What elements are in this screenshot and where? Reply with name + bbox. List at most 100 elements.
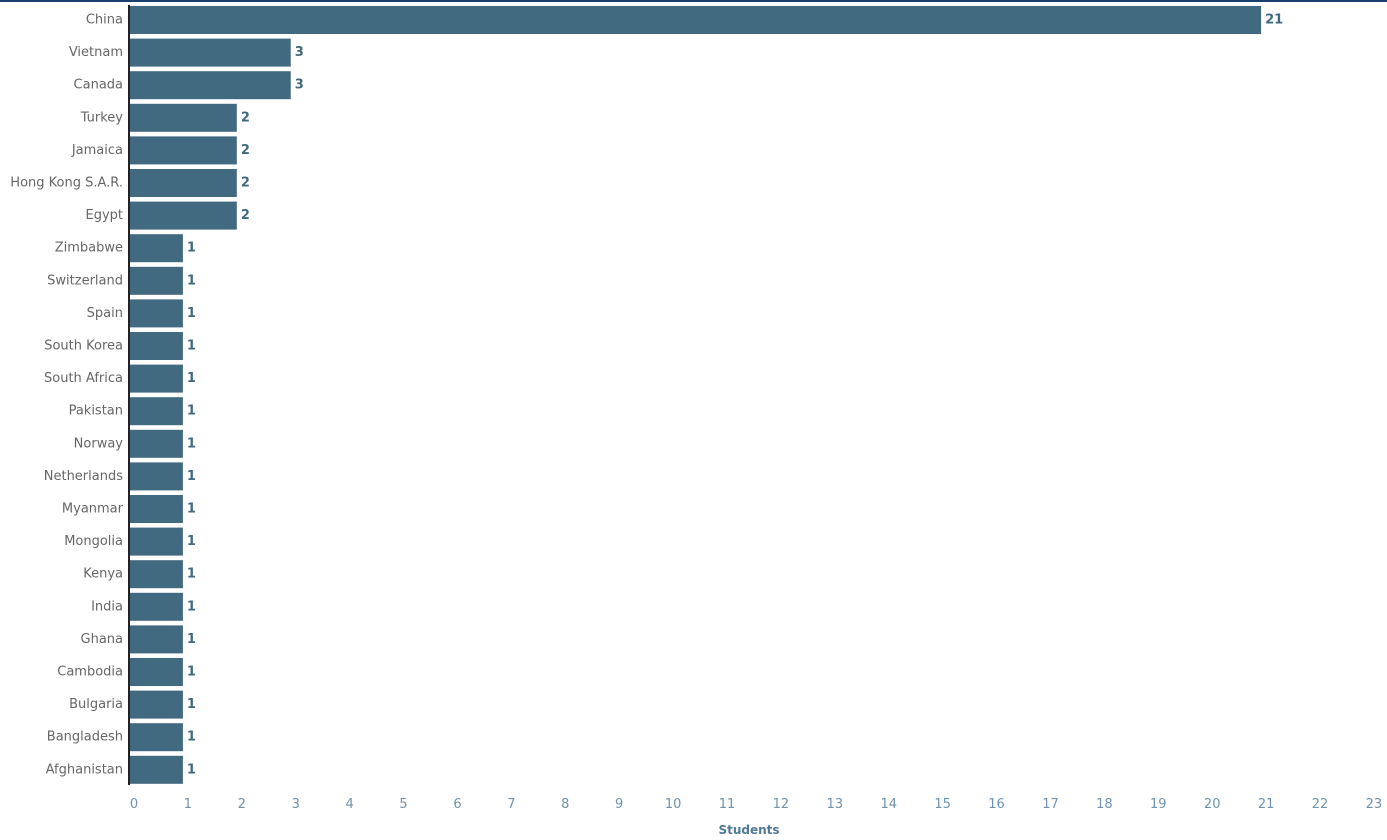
- category-label-pakistan: Pakistan: [69, 404, 123, 419]
- bar-canada: [130, 71, 291, 100]
- category-label-china: China: [86, 13, 123, 28]
- category-label-myanmar: Myanmar: [62, 502, 124, 517]
- x-tick-label-11: 11: [719, 797, 736, 812]
- value-label-vietnam: 3: [295, 45, 304, 60]
- x-tick-label-23: 23: [1366, 797, 1383, 812]
- value-label-hong-kong-s-a-r: 2: [241, 176, 250, 191]
- category-label-mongolia: Mongolia: [64, 534, 123, 549]
- bar-netherlands: [130, 462, 183, 491]
- x-tick-label-22: 22: [1312, 797, 1329, 812]
- bar-vietnam: [130, 38, 291, 67]
- bar-afghanistan: [130, 755, 183, 784]
- x-tick-label-2: 2: [238, 797, 246, 812]
- top-rule: [0, 0, 1387, 2]
- x-tick-label-15: 15: [934, 797, 951, 812]
- x-tick-label-17: 17: [1042, 797, 1059, 812]
- value-label-cambodia: 1: [187, 665, 196, 680]
- category-label-india: India: [91, 599, 123, 614]
- bar-bangladesh: [130, 723, 183, 752]
- category-label-canada: Canada: [74, 78, 123, 93]
- bar-kenya: [130, 560, 183, 589]
- bar-norway: [130, 429, 183, 458]
- value-label-kenya: 1: [187, 567, 196, 582]
- bar-spain: [130, 299, 183, 328]
- x-tick-label-6: 6: [453, 797, 461, 812]
- value-label-canada: 3: [295, 78, 304, 93]
- x-tick-label-0: 0: [130, 797, 138, 812]
- category-label-turkey: Turkey: [80, 110, 124, 125]
- x-tick-label-1: 1: [184, 797, 192, 812]
- value-label-south-africa: 1: [187, 371, 196, 386]
- value-label-jamaica: 2: [241, 143, 250, 158]
- x-tick-label-8: 8: [561, 797, 569, 812]
- category-label-hong-kong-s-a-r: Hong Kong S.A.R.: [10, 176, 123, 191]
- x-tick-label-10: 10: [665, 797, 682, 812]
- x-tick-label-16: 16: [988, 797, 1005, 812]
- bar-switzerland: [130, 266, 183, 295]
- bar-india: [130, 592, 183, 621]
- x-tick-label-5: 5: [399, 797, 407, 812]
- category-label-ghana: Ghana: [81, 632, 124, 647]
- category-label-afghanistan: Afghanistan: [46, 762, 123, 777]
- bar-egypt: [130, 201, 237, 230]
- category-label-bulgaria: Bulgaria: [69, 697, 123, 712]
- x-tick-labels: 0 1 2 3 4 5 6 7 8 9 10 11 12 13 14 15 16 17 18 19 20 21 22 23: [130, 797, 1382, 812]
- x-tick-label-18: 18: [1096, 797, 1113, 812]
- category-label-south-korea: South Korea: [44, 339, 123, 354]
- value-label-china: 21: [1265, 13, 1283, 28]
- category-label-south-africa: South Africa: [44, 371, 123, 386]
- category-label-netherlands: Netherlands: [44, 469, 123, 484]
- bar-china: [130, 6, 1262, 34]
- bar-south-africa: [130, 364, 183, 393]
- x-tick-label-21: 21: [1258, 797, 1275, 812]
- value-label-mongolia: 1: [187, 534, 196, 549]
- bar-jamaica: [130, 136, 237, 165]
- bar-mongolia: [130, 527, 183, 556]
- x-tick-label-14: 14: [880, 797, 897, 812]
- value-label-india: 1: [187, 599, 196, 614]
- value-label-turkey: 2: [241, 110, 250, 125]
- value-label-norway: 1: [187, 436, 196, 451]
- bar-hong-kong-s-a-r: [130, 169, 237, 197]
- bar-zimbabwe: [130, 234, 183, 263]
- value-label-afghanistan: 1: [187, 762, 196, 777]
- value-label-bulgaria: 1: [187, 697, 196, 712]
- bar-pakistan: [130, 397, 183, 426]
- x-tick-label-3: 3: [292, 797, 300, 812]
- x-tick-label-19: 19: [1150, 797, 1167, 812]
- x-tick-label-20: 20: [1204, 797, 1221, 812]
- x-tick-label-12: 12: [773, 797, 790, 812]
- category-labels-layer: China Vietnam Canada Turkey Jamaica Hong Kong…: [10, 13, 123, 778]
- x-tick-label-7: 7: [507, 797, 515, 812]
- bar-cambodia: [130, 658, 183, 686]
- bars-layer: [130, 6, 1262, 784]
- category-label-switzerland: Switzerland: [47, 273, 123, 288]
- value-label-south-korea: 1: [187, 339, 196, 354]
- value-label-myanmar: 1: [187, 502, 196, 517]
- x-tick-label-9: 9: [615, 797, 623, 812]
- value-label-egypt: 2: [241, 208, 250, 223]
- category-label-spain: Spain: [87, 306, 123, 321]
- category-label-zimbabwe: Zimbabwe: [55, 241, 123, 256]
- category-label-kenya: Kenya: [83, 567, 123, 582]
- category-label-vietnam: Vietnam: [69, 45, 123, 60]
- value-label-pakistan: 1: [187, 404, 196, 419]
- category-label-norway: Norway: [74, 436, 124, 451]
- bar-turkey: [130, 103, 237, 132]
- bar-bulgaria: [130, 690, 183, 719]
- bar-ghana: [130, 625, 183, 654]
- bar-south-korea: [130, 332, 183, 360]
- bar-myanmar: [130, 495, 183, 523]
- category-label-bangladesh: Bangladesh: [47, 730, 123, 745]
- value-label-bangladesh: 1: [187, 730, 196, 745]
- value-label-spain: 1: [187, 306, 196, 321]
- category-label-egypt: Egypt: [85, 208, 123, 223]
- value-label-switzerland: 1: [187, 273, 196, 288]
- value-label-netherlands: 1: [187, 469, 196, 484]
- x-axis-title: Students: [718, 823, 779, 837]
- value-label-zimbabwe: 1: [187, 241, 196, 256]
- category-label-cambodia: Cambodia: [57, 665, 123, 680]
- category-label-jamaica: Jamaica: [71, 143, 123, 158]
